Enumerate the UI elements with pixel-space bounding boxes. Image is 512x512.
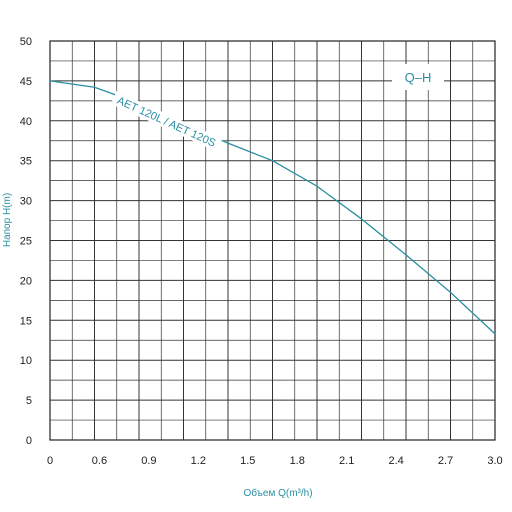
y-tick-label: 10 (20, 355, 32, 367)
x-tick-label: 1.8 (290, 455, 305, 467)
x-tick-label: 3.0 (487, 455, 502, 467)
y-tick-label: 15 (20, 315, 32, 327)
x-tick-label: 0.6 (92, 455, 107, 467)
y-tick-label: 45 (20, 76, 32, 88)
y-tick-label: 5 (26, 395, 32, 407)
y-tick-label: 30 (20, 196, 32, 208)
grid (49, 40, 496, 441)
series-label: AET 120L / AET 120S (115, 95, 217, 150)
x-tick-label: 0 (47, 455, 53, 467)
y-tick-labels: 0 5 10 15 20 25 30 35 40 45 50 (20, 36, 32, 447)
x-tick-labels: 0 0.6 0.9 1.2 1.5 1.8 2.1 2.4 2.7 3.0 (47, 455, 503, 467)
x-tick-label: 2.7 (438, 455, 453, 467)
y-tick-label: 35 (20, 156, 32, 168)
y-tick-label: 50 (20, 36, 32, 48)
x-tick-label: 0.9 (141, 455, 156, 467)
y-tick-label: 0 (26, 435, 32, 447)
y-tick-label: 25 (20, 236, 32, 248)
x-axis-label: Объем Q(m³/h) (243, 487, 312, 499)
x-tick-label: 1.5 (240, 455, 255, 467)
x-tick-label: 2.1 (339, 455, 354, 467)
y-tick-label: 40 (20, 116, 32, 128)
curve-label-bg (110, 91, 223, 152)
legend-label: Q–H (405, 70, 432, 85)
x-tick-label: 2.4 (388, 455, 403, 467)
y-tick-label: 20 (20, 275, 32, 287)
x-tick-label: 1.2 (191, 455, 206, 467)
legend-box (392, 64, 444, 90)
y-axis-label: Напор H(m) (2, 193, 13, 247)
